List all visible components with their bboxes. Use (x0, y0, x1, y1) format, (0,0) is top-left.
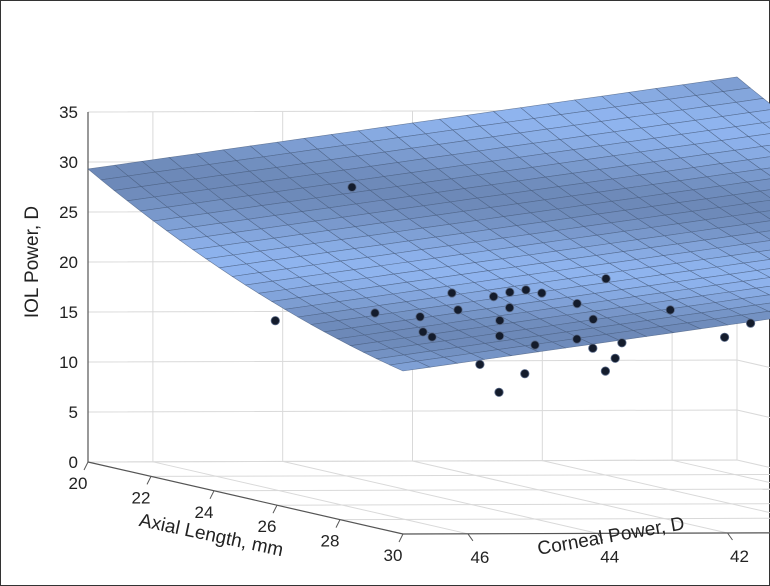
z-tick-label: 30 (59, 153, 78, 172)
scatter-point (537, 288, 547, 298)
scatter-point (745, 318, 756, 328)
surface-patch (388, 360, 432, 372)
scatter-point (665, 305, 675, 315)
z-axis-label: IOL Power, D (22, 206, 43, 318)
x-tick-label: 28 (321, 532, 340, 551)
scatter-point (488, 291, 499, 302)
scatter-point (600, 366, 611, 376)
surface-patch (756, 249, 770, 260)
x-tick-mark (146, 476, 152, 485)
x-tick-mark (83, 461, 89, 471)
floor-gridline-y (542, 460, 770, 514)
y-tick-mark (467, 533, 474, 542)
scatter-point (617, 338, 627, 348)
floor-gridline-x (276, 503, 770, 506)
z-tick-label: 35 (59, 103, 78, 122)
x-tick-label: 24 (195, 503, 214, 522)
scatter-point (494, 387, 504, 397)
x-tick-mark (335, 519, 341, 528)
scatter-point (521, 285, 531, 295)
y-tick-label: 42 (730, 547, 749, 566)
scatter-point (588, 314, 598, 324)
scatter-point (347, 182, 357, 192)
scatter-point (370, 308, 380, 318)
floor-gridline-y (671, 459, 770, 484)
floor-gridline-x (213, 488, 770, 492)
surface-patch (758, 210, 770, 220)
scatter-point (453, 305, 463, 315)
y-tick-label: 46 (470, 548, 489, 567)
y-tick-mark (727, 532, 733, 541)
scatter-point (475, 359, 485, 369)
x-tick-mark (272, 504, 278, 514)
surface-layer (87, 76, 770, 372)
z-tick-label: 25 (59, 203, 78, 222)
x-axis-line (87, 461, 404, 535)
x-tick-mark (209, 490, 215, 500)
scatter-point (610, 353, 620, 363)
wall-gridline-z (87, 409, 770, 419)
z-tick-label: 10 (59, 353, 78, 372)
ticks-layer: 051015202530352022242628303840424446 (59, 103, 749, 567)
floor-gridline-y (152, 461, 469, 535)
scatter-point (520, 369, 530, 379)
scatter-point (572, 334, 582, 344)
x-tick-label: 22 (132, 488, 151, 507)
z-tick-label: 20 (59, 253, 78, 272)
scatter-point (270, 316, 280, 326)
scatter-point (495, 315, 505, 326)
x-tick-label: 26 (258, 517, 277, 536)
y-tick-label: 44 (600, 547, 619, 566)
scatter-point (601, 274, 611, 284)
wall-gridline-z (87, 359, 770, 369)
scatter-point (572, 298, 582, 309)
scatter-point (494, 331, 505, 341)
scatter-point (530, 340, 540, 350)
x-tick-label: 20 (69, 474, 88, 493)
scatter-point (418, 327, 428, 337)
x-tick-mark (398, 533, 404, 543)
floor-gridline-y (412, 460, 728, 534)
z-tick-label: 0 (69, 453, 78, 472)
scatter-point (719, 332, 730, 342)
surface-patch (755, 268, 770, 278)
points-layer (270, 182, 756, 397)
x-tick-label: 30 (384, 546, 403, 565)
scatter-point (505, 287, 515, 297)
scatter-point (415, 312, 425, 322)
z-tick-label: 15 (59, 303, 78, 322)
scatter-point (588, 343, 598, 353)
floor-gridline-y (282, 460, 598, 534)
scatter-point (504, 303, 515, 313)
scatter-point (447, 288, 457, 298)
floor-gridline-x (150, 473, 770, 477)
scatter-point (427, 332, 437, 342)
z-tick-label: 5 (69, 403, 78, 422)
y-tick-mark (597, 533, 604, 541)
surface-patch (757, 230, 770, 240)
